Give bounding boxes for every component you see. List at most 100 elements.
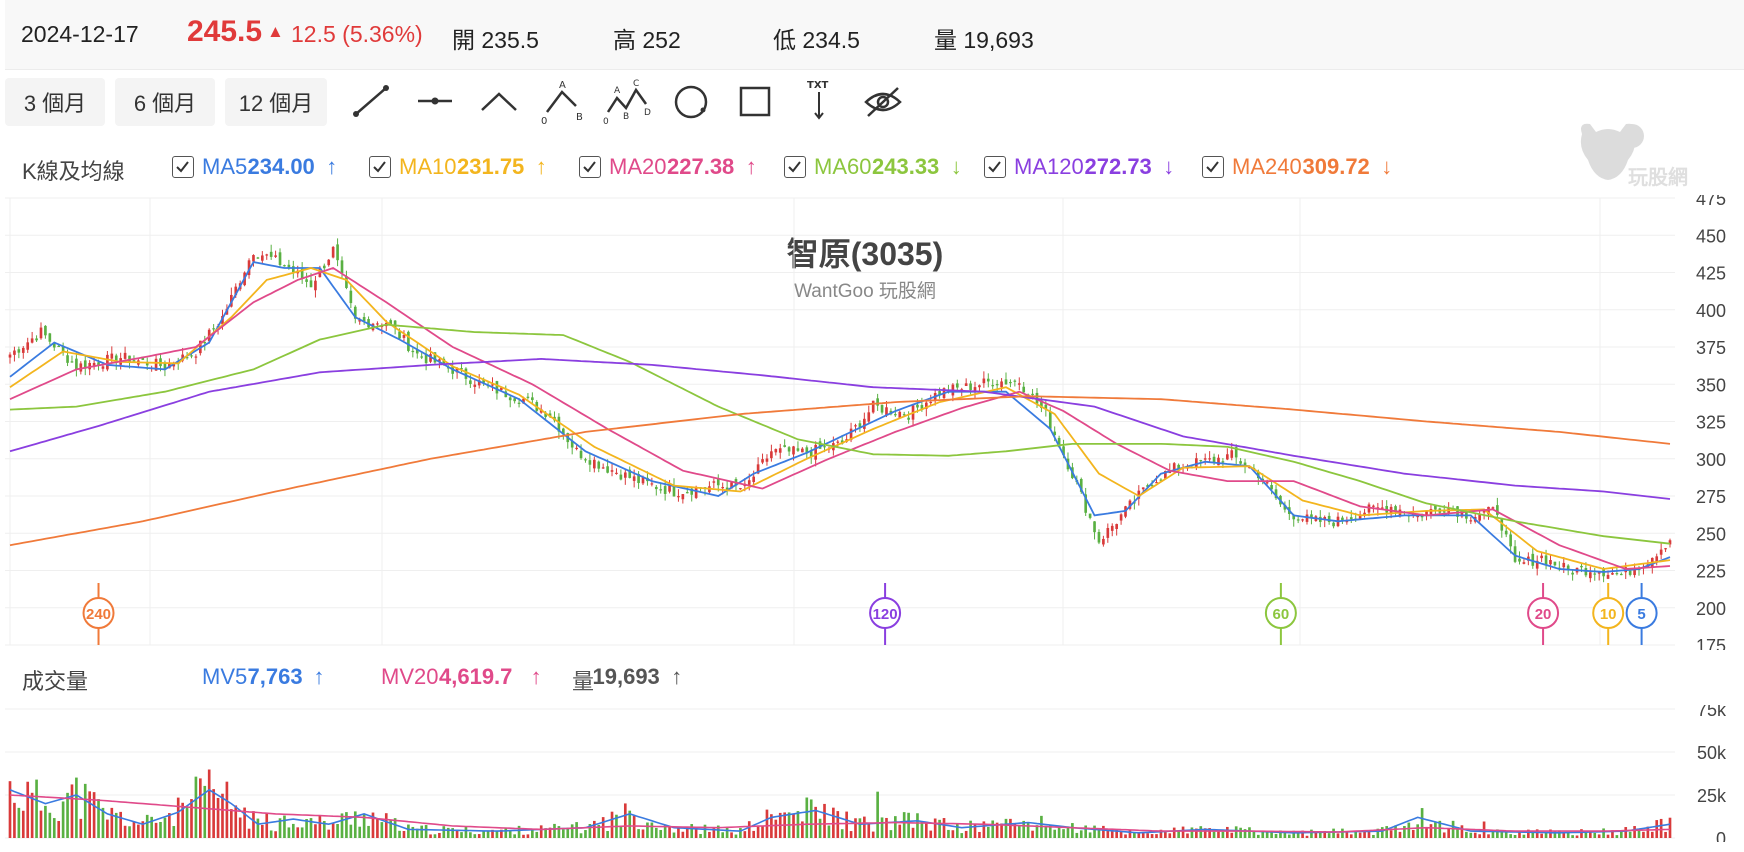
volume-bar [88,791,92,838]
candle-body [442,358,446,365]
range-12m-button[interactable]: 12 個月 [225,78,327,126]
watermark-text: 玩股網 [1628,167,1688,189]
volume-bar [300,827,304,838]
candle-body [1664,548,1667,550]
volume-bar [1664,831,1667,838]
ma-value: 309.72 [1302,154,1370,179]
volume-bar [1588,830,1592,838]
volume-bar [1407,822,1411,838]
volume-bar [234,805,238,838]
candle-body [1509,534,1512,547]
range-3m-button[interactable]: 3 個月 [5,78,105,126]
volume-bar [30,792,34,838]
volume-bar [1442,832,1446,838]
volume-bar [491,829,494,838]
candle-body [712,481,716,483]
volume-bar [1150,834,1154,838]
volume-bar [575,822,578,838]
hide-eye-icon[interactable] [858,78,908,126]
volume-bar [606,831,609,838]
tool-label-txt: TXT [807,80,829,91]
ma-marker-circle [1264,597,1297,629]
abc-wave-tool-icon[interactable]: A B C D 0 [602,78,652,127]
ma-checkbox-ma5[interactable] [172,156,194,178]
volume-bar [128,826,131,838]
volume-bar [1540,833,1543,838]
volume-bar [1527,829,1530,838]
candle-body [854,425,857,427]
abcd-pattern-tool-icon[interactable]: A B 0 [538,78,588,127]
candle-body [278,252,282,266]
mv-label: MV20 [381,664,439,689]
line-tool-icon[interactable] [346,78,396,126]
volume-bar [1057,826,1061,838]
candle-body [1425,511,1428,515]
circle-tool-icon[interactable] [666,78,716,126]
candle-body [283,265,286,267]
range-6m-button[interactable]: 6 個月 [115,78,215,126]
candle-body [1097,532,1101,543]
volume-bar [659,829,663,838]
candle-body [260,255,264,261]
ma-checkbox-ma20[interactable] [579,156,601,178]
candle-body [1372,505,1375,507]
volume-bar [1358,832,1362,838]
candle-body [1137,490,1141,499]
candle-body [1540,555,1543,559]
volume-bar [57,820,61,838]
candle-body [730,482,733,489]
volume-bar [1549,829,1552,838]
candle-body [672,485,676,497]
volume-bar [924,821,928,838]
tool-label-c: C [633,79,639,89]
candle-body [938,391,941,395]
volume-bar [761,825,764,838]
ma-checkbox-ma240[interactable] [1202,156,1224,178]
mv-value: 19,693 [592,664,660,689]
candle-body [287,264,291,269]
volume-chart[interactable]: 75k 50k 25k 0 [0,705,1744,842]
volume-bar [1075,832,1079,838]
candle-body [770,451,773,459]
volume-bar [579,833,583,838]
volume-bar [548,827,552,838]
ma-value: 272.73 [1084,154,1152,179]
volume-bar [1195,828,1198,838]
volume-bar [353,811,357,838]
tool-label-d: D [644,108,651,118]
ma-legend: K線及均線 MA5 234.00 ↑ MA10 231.75 ↑ MA20 227.38 ↑ MA… [0,150,1500,184]
ma-checkbox-ma60[interactable] [784,156,806,178]
volume-bar [1491,829,1495,838]
volume-bar [1619,831,1623,838]
rectangle-tool-icon[interactable] [730,78,780,126]
candle-body [880,404,884,413]
candle-body [420,356,424,358]
horizontal-line-tool-icon[interactable] [410,78,460,126]
ma-checkbox-ma120[interactable] [984,156,1006,178]
volume-bar [1301,830,1304,838]
volume-bar [429,834,432,838]
volume-bar [1380,827,1384,838]
volume-bar [402,831,406,838]
angle-tool-icon[interactable] [474,78,524,126]
volume-bar [176,797,180,838]
text-note-tool-icon[interactable]: TXT [794,78,844,126]
quote-price: 245.5 [187,15,263,48]
candle-body [1234,447,1238,458]
volume-bar [1580,829,1583,838]
volume-bar [1571,835,1574,838]
volume-bar [106,819,109,838]
candle-body [340,260,344,274]
volume-bar [274,831,277,838]
volume-bar [446,827,450,838]
volume-bar [531,830,534,838]
volume-bar [172,826,176,838]
volume-bar [827,825,831,838]
candle-body [916,404,919,408]
candle-body [35,338,38,341]
candle-body [1332,522,1335,527]
volume-bar [1248,827,1251,838]
ma-checkbox-ma10[interactable] [369,156,391,178]
volume-bar [725,827,729,838]
price-chart[interactable]: 475 450 425 400 375 350 325 300 275 250 225 200 175 2… [0,195,1744,650]
